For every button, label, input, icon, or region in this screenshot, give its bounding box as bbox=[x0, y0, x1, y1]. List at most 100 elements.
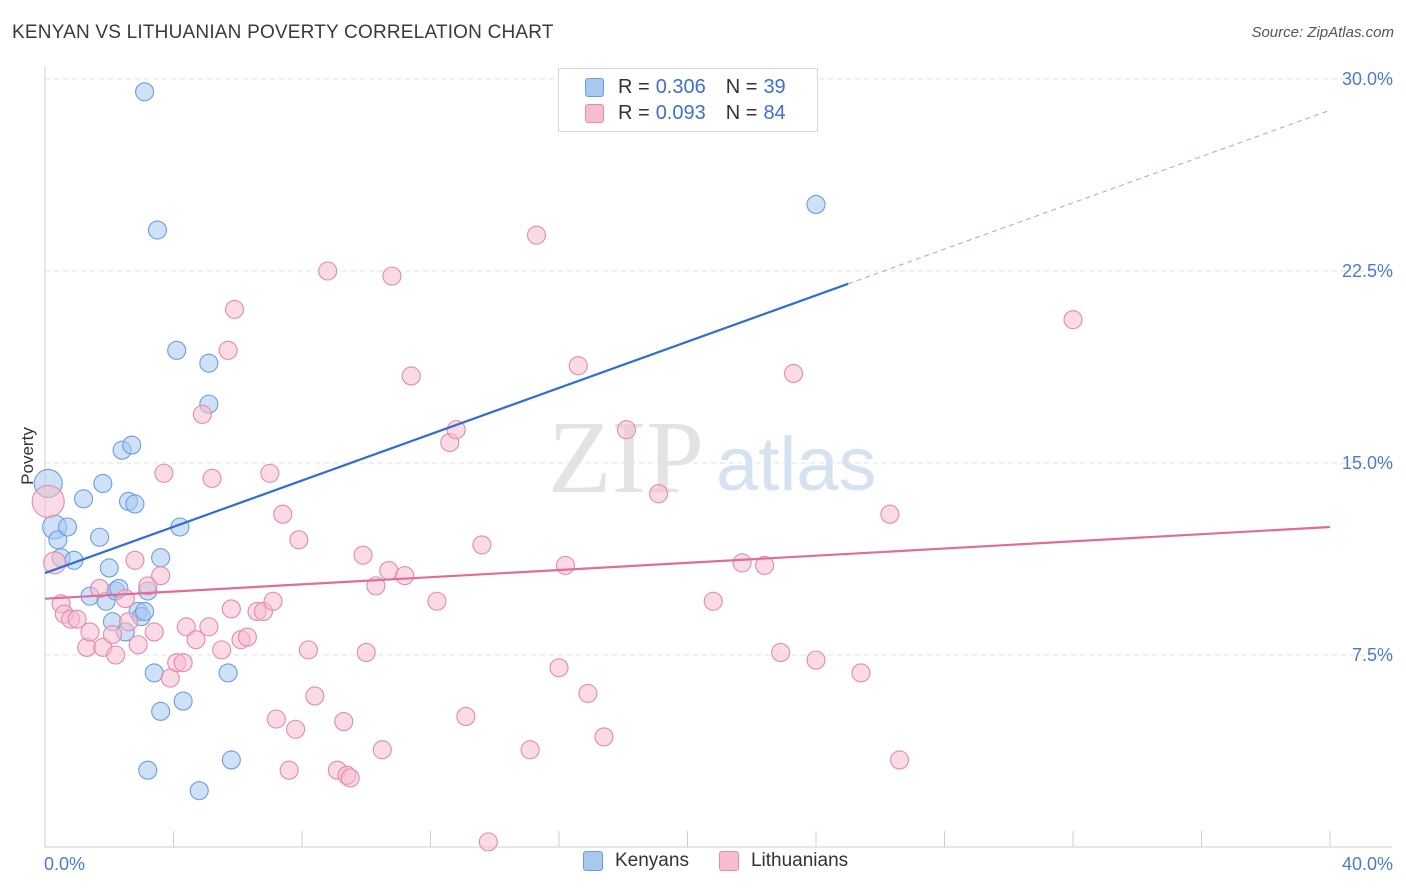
data-point bbox=[755, 555, 775, 575]
data-point bbox=[237, 627, 257, 647]
data-point bbox=[31, 484, 65, 518]
series-lithuanians bbox=[31, 79, 1083, 852]
data-point bbox=[568, 356, 588, 376]
data-point bbox=[199, 353, 219, 373]
data-point bbox=[286, 719, 306, 739]
trend-line bbox=[44, 282, 849, 575]
data-point bbox=[189, 781, 209, 801]
data-point bbox=[144, 663, 164, 683]
data-point bbox=[472, 535, 492, 555]
data-point bbox=[880, 504, 900, 524]
watermark-atlas: atlas bbox=[716, 422, 877, 507]
data-point bbox=[135, 82, 155, 102]
series-label-kenyans: Kenyans bbox=[615, 850, 689, 871]
data-point bbox=[1063, 310, 1083, 330]
series-legend-kenyans: Kenyans bbox=[583, 850, 689, 872]
legend-box: R = 0.306 N = 39 R = 0.093 N = 84 bbox=[558, 68, 818, 132]
data-point bbox=[90, 527, 110, 547]
legend-r-value: 0.093 bbox=[655, 101, 706, 124]
data-point bbox=[151, 701, 171, 721]
data-point bbox=[138, 760, 158, 780]
data-point bbox=[115, 589, 135, 609]
data-point bbox=[192, 404, 212, 424]
data-point bbox=[266, 709, 286, 729]
data-point bbox=[771, 642, 791, 662]
data-point bbox=[186, 630, 206, 650]
series-swatch-kenyans bbox=[583, 851, 603, 871]
data-point bbox=[80, 622, 100, 642]
trend-line-extension bbox=[847, 109, 1331, 285]
x-tick-label: 0.0% bbox=[44, 854, 85, 874]
data-point bbox=[202, 468, 222, 488]
data-point bbox=[151, 566, 171, 586]
series-swatch-lithuanians bbox=[718, 851, 739, 871]
y-tick-labels: 7.5% 15.0% 22.5% 30.0% bbox=[1342, 69, 1393, 665]
data-point bbox=[151, 548, 171, 568]
data-point bbox=[90, 578, 110, 598]
data-point bbox=[594, 727, 614, 747]
data-point bbox=[549, 658, 569, 678]
legend-n-value: 84 bbox=[763, 101, 786, 124]
data-point bbox=[221, 599, 241, 619]
legend-r-label: R = bbox=[618, 101, 650, 124]
legend-swatch-kenyans bbox=[585, 77, 604, 97]
axes bbox=[44, 66, 1392, 848]
data-point bbox=[379, 560, 399, 581]
data-point bbox=[273, 504, 293, 524]
data-point bbox=[305, 686, 325, 706]
data-point bbox=[279, 760, 299, 780]
data-point bbox=[57, 517, 78, 537]
data-point bbox=[851, 663, 871, 683]
data-point bbox=[173, 691, 193, 711]
data-point bbox=[173, 653, 193, 673]
data-point bbox=[318, 261, 338, 281]
data-point bbox=[260, 463, 280, 483]
data-point bbox=[616, 420, 637, 440]
data-point bbox=[125, 494, 145, 514]
data-point bbox=[395, 566, 415, 586]
data-point bbox=[154, 463, 174, 483]
data-point bbox=[176, 617, 196, 637]
data-point bbox=[167, 340, 187, 360]
data-points bbox=[31, 79, 1083, 852]
legend-n-label: N = bbox=[725, 75, 758, 98]
y-tick-label: 7.5% bbox=[1352, 645, 1393, 665]
data-point bbox=[218, 663, 238, 683]
trend-line bbox=[44, 525, 1331, 600]
data-point bbox=[221, 750, 241, 770]
data-point bbox=[224, 299, 245, 319]
data-point bbox=[427, 591, 447, 611]
series-kenyans bbox=[33, 82, 826, 801]
series-legend-lithuanians: Lithuanians bbox=[718, 850, 848, 872]
data-point bbox=[199, 617, 219, 637]
source-label: Source: ZipAtlas.com bbox=[1251, 24, 1394, 41]
legend-r-value: 0.306 bbox=[655, 75, 706, 98]
data-point bbox=[212, 640, 232, 660]
legend-row-lithuanians: R = 0.093 N = 84 bbox=[585, 100, 786, 126]
legend-n-label: N = bbox=[725, 101, 758, 124]
data-point bbox=[382, 266, 402, 286]
data-point bbox=[456, 706, 476, 726]
data-point bbox=[889, 750, 910, 770]
data-point bbox=[520, 740, 540, 760]
grid-lines bbox=[45, 78, 1392, 656]
chart-title: KENYAN VS LITHUANIAN POVERTY CORRELATION… bbox=[12, 22, 554, 43]
data-point bbox=[578, 683, 598, 703]
data-point bbox=[401, 366, 421, 386]
data-point bbox=[125, 550, 145, 570]
data-point bbox=[128, 635, 148, 655]
data-point bbox=[356, 642, 376, 662]
data-point bbox=[446, 420, 466, 440]
data-point bbox=[144, 622, 164, 642]
x-tick-labels: 0.0% 40.0% bbox=[44, 854, 1393, 874]
data-point bbox=[74, 489, 94, 509]
data-point bbox=[353, 545, 373, 565]
y-axis-label: Poverty bbox=[18, 427, 37, 485]
watermark-zip: ZIP bbox=[548, 400, 704, 515]
data-point bbox=[99, 558, 119, 578]
series-legend: Kenyans Lithuanians bbox=[583, 850, 878, 872]
data-point bbox=[334, 712, 354, 732]
x-tick-label: 40.0% bbox=[1342, 854, 1393, 874]
data-point bbox=[649, 484, 669, 504]
